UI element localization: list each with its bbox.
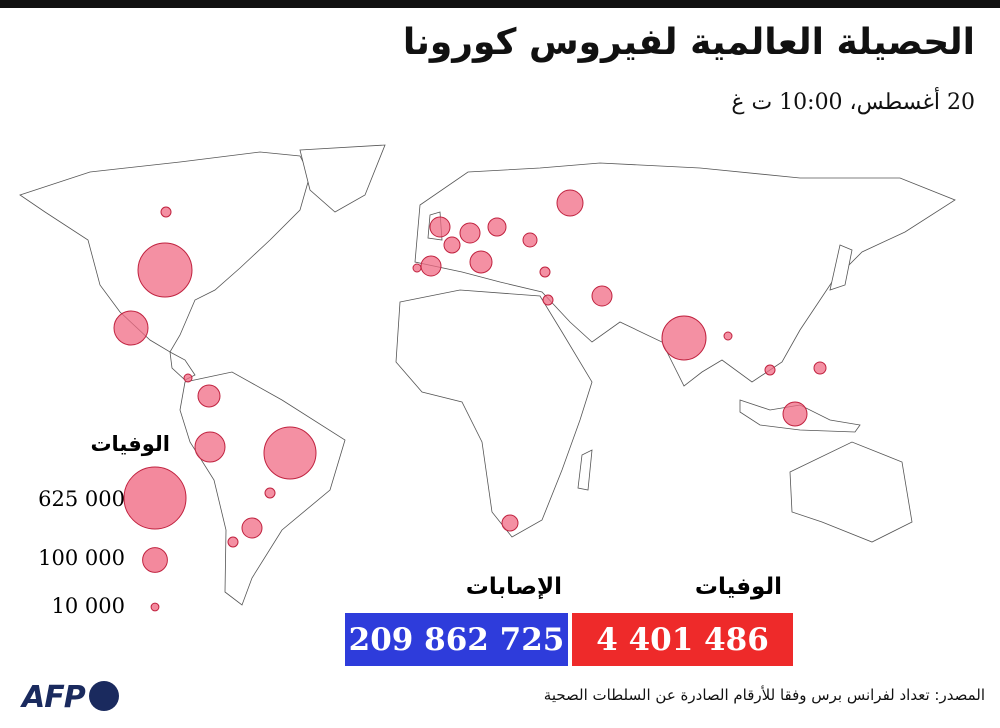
legend-circles [123,466,187,612]
bubble [443,236,461,254]
bubble [522,232,538,248]
south-america [179,371,346,606]
bubble [501,514,519,532]
logo: AFP [22,680,120,715]
legend-circle [150,602,160,612]
bubble [782,401,808,427]
bubble [263,426,317,480]
bubble [429,216,451,238]
eurasia [414,162,956,387]
bubble [194,431,226,463]
legend-label: 10 000 [51,594,125,618]
australia [789,441,913,543]
cases-total: 209 862 725 [345,613,568,666]
bubble [459,222,481,244]
bubble [183,373,193,383]
legend-title: الوفيات [90,432,170,456]
bubble [113,310,149,346]
death-bubbles [113,189,827,548]
bubble [661,315,707,361]
bubble [813,361,827,375]
bubble [241,517,263,539]
bubble [487,217,507,237]
bubble [591,285,613,307]
bubble [264,487,276,499]
bubble [412,263,422,273]
bubble [227,536,239,548]
greenland [299,144,386,213]
africa [395,289,593,538]
top-bar [0,0,1000,8]
cases-label: الإصابات [465,574,562,600]
legend-label: 100 000 [38,546,125,570]
bubble [723,331,733,341]
legend-circle [142,547,168,573]
deaths-label: الوفيات [694,574,782,600]
japan [829,244,853,291]
bubble [556,189,584,217]
deaths-total: 4 401 486 [572,613,793,666]
bubble [160,206,172,218]
logo-text: AFP [22,680,86,715]
bubble [197,384,221,408]
madagascar [577,449,593,491]
subtitle: 20 أغسطس، 10:00 ت غ [731,90,975,115]
bubble [469,250,493,274]
continents [19,144,956,606]
logo-dot [88,681,119,711]
bubble [137,242,193,298]
source: المصدر: تعداد لفرانس برس وفقا للأرقام ال… [543,686,985,704]
bubble [542,294,554,306]
bubble [420,255,442,277]
bubble [539,266,551,278]
bubble [764,364,776,376]
legend-label: 625 000 [38,487,125,511]
title: الحصيلة العالمية لفيروس كورونا [402,22,975,63]
legend-circle [123,466,187,530]
world-map [19,144,956,606]
